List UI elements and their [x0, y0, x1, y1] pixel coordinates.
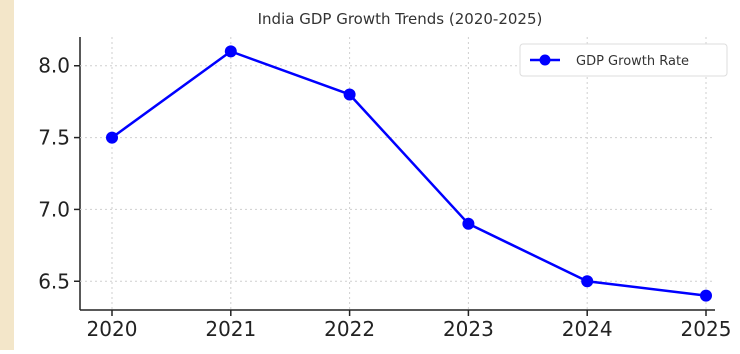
chart-title: India GDP Growth Trends (2020-2025) [258, 10, 543, 28]
x-tick-label: 2025 [681, 317, 732, 341]
data-point [343, 88, 356, 101]
data-point [224, 45, 237, 58]
x-tick-label: 2024 [562, 317, 613, 341]
series-layer [106, 45, 712, 302]
grid-layer [80, 37, 715, 310]
legend-label: GDP Growth Rate [576, 54, 689, 69]
x-tick-label: 2022 [324, 317, 375, 341]
data-point [106, 131, 118, 144]
y-tick-label: 8.0 [38, 54, 70, 78]
left-edge-strip [0, 0, 14, 350]
x-tick-label: 2021 [205, 317, 256, 341]
data-point [581, 275, 594, 288]
y-tick-label: 7.5 [38, 126, 70, 150]
tick-layer: 6.5 7.0 7.5 8.0 2020 2021 2022 2023 2024 2025 [38, 54, 731, 341]
x-tick-label: 2020 [87, 317, 138, 341]
legend-box [519, 43, 728, 77]
legend: GDP Growth Rate [519, 43, 728, 77]
data-point [462, 217, 475, 230]
series-line [111, 50, 707, 297]
x-tick-label: 2023 [443, 317, 494, 341]
y-tick-label: 7.0 [38, 197, 70, 221]
legend-marker-swatch [539, 54, 551, 66]
data-point [700, 289, 712, 302]
y-tick-label: 6.5 [38, 269, 70, 293]
